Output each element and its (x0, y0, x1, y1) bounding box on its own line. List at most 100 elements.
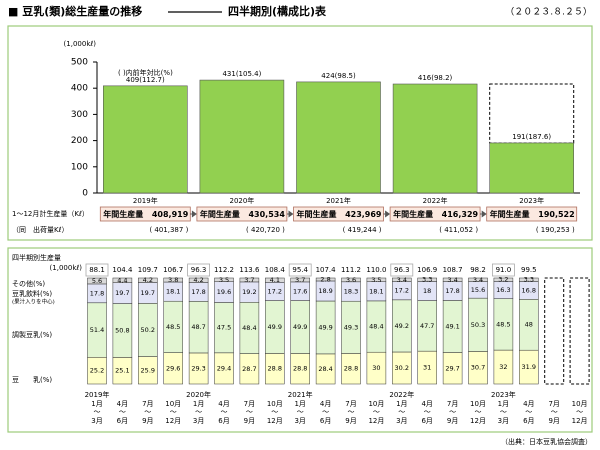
outline (489, 83, 575, 144)
year-label: 2021年 (288, 390, 313, 399)
segment (290, 277, 310, 283)
segment-label: 49.9 (318, 323, 332, 331)
segment (315, 277, 336, 282)
quarter-start: 1月 (193, 400, 204, 408)
annual-production: 423,969 (345, 210, 382, 219)
total-label: 91.0 (496, 266, 512, 274)
x-tick-label: 2022年 (423, 196, 448, 205)
segment-label: 32 (499, 363, 507, 371)
quarter-start: 1月 (396, 400, 407, 408)
x-tick-label: 2020年 (229, 196, 254, 205)
quarter-end: 12月 (368, 417, 384, 425)
quarter-end: 6月 (320, 417, 331, 425)
quarter-range: ～ (475, 408, 482, 416)
quarter-range: ～ (119, 408, 126, 416)
segment-label: 48 (525, 321, 533, 329)
shipment-label: （同 出荷量Kℓ） (12, 225, 68, 234)
quarter-end: 12月 (165, 417, 181, 425)
segment-label: 18 (423, 287, 431, 295)
segment-label: 48.5 (166, 323, 180, 331)
quarter-start: 10月 (572, 400, 588, 408)
page-title: ■ 豆乳(類)総生産量の推移 (8, 4, 142, 18)
quarter-start: 10月 (470, 400, 486, 408)
quarter-end: 12月 (572, 417, 588, 425)
total-label: 98.2 (470, 266, 486, 274)
segment-label: 3.5 (219, 276, 229, 284)
segment-label: 19.7 (141, 289, 155, 297)
quarter-range: ～ (94, 408, 101, 416)
annual-shipment: ( 420,720 ) (246, 226, 285, 234)
quarter-range: ～ (297, 408, 304, 416)
segment-label: 3.6 (346, 276, 356, 284)
bar-label: 424(98.5) (321, 72, 356, 80)
total-label: 106.7 (163, 266, 183, 274)
total-box (390, 263, 414, 277)
segment-label: 3.4 (473, 276, 483, 284)
segment-label: 25.1 (115, 367, 129, 375)
segment (138, 277, 158, 283)
x-tick-label: 2021年 (326, 196, 351, 205)
segment-label: 30.7 (471, 364, 485, 372)
quarter-range: ～ (221, 408, 228, 416)
bar-label: 416(98.2) (418, 74, 453, 82)
segment-label: 28.8 (268, 365, 282, 373)
quarter-end: 6月 (523, 417, 534, 425)
y-tick-label: 300 (71, 110, 88, 120)
segment-label: 17.2 (395, 287, 409, 295)
total-label: 106.9 (417, 266, 437, 274)
quarter-range: ～ (424, 408, 431, 416)
segment-label: 28.7 (242, 365, 256, 373)
segment-label: 29.3 (191, 364, 205, 372)
segment-label: 3.4 (447, 276, 457, 284)
annual-production: 416,329 (442, 210, 479, 219)
total-label: 108.7 (443, 266, 463, 274)
quarter-range: ～ (449, 408, 456, 416)
year-label: 2022年 (389, 390, 414, 399)
segment-label: 30.2 (395, 364, 409, 372)
segment-label: 19.2 (242, 288, 256, 296)
empty-column (544, 277, 565, 385)
segment-label: 51.4 (90, 326, 104, 334)
segment-label: 49.9 (293, 323, 307, 331)
quarter-end: 6月 (218, 417, 229, 425)
segment-label: 18.1 (166, 288, 180, 296)
segment-label: 47.7 (420, 322, 434, 330)
annual-box-label: 年間生産量 (490, 209, 530, 219)
segment-label: 30 (372, 364, 380, 372)
segment-label: 28.8 (344, 365, 358, 373)
quarter-start: 4月 (218, 400, 229, 408)
y-tick-label: 500 (71, 58, 88, 68)
quarter-end: 9月 (142, 417, 153, 425)
segment-label: 15.6 (471, 286, 485, 294)
quarter-start: 10月 (267, 400, 283, 408)
total-label: 95.4 (292, 266, 308, 274)
segment-label: 4.1 (270, 276, 280, 284)
segment (112, 277, 133, 283)
annual-box-label: 年間生産量 (297, 209, 337, 219)
quarter-start: 1月 (91, 400, 102, 408)
segment-label: 49.2 (395, 322, 409, 330)
total-label: 107.4 (316, 266, 337, 274)
annual-box-label: 年間生産量 (103, 209, 143, 219)
quarter-range: ～ (525, 408, 532, 416)
total-box (187, 263, 211, 277)
production-label: 1～12月計生産量（Kℓ） (12, 209, 89, 218)
quarter-end: 9月 (244, 417, 255, 425)
total-label: 109.7 (138, 266, 158, 274)
segment (442, 277, 463, 282)
quarter-start: 7月 (142, 400, 153, 408)
annual-box-label: 年間生産量 (200, 209, 240, 219)
y-unit: (1,000kℓ) (64, 40, 97, 48)
segment-label: 50.2 (141, 326, 155, 334)
segment-label: 3.2 (498, 276, 508, 284)
segment (493, 277, 514, 282)
segment-label: 3.5 (371, 276, 381, 284)
segment-label: 17.8 (191, 288, 205, 296)
total-label: 111.2 (341, 266, 361, 274)
total-label: 96.3 (394, 266, 410, 274)
segment-label: 4.2 (143, 276, 153, 284)
segment (188, 277, 209, 283)
y-tick-label: 0 (82, 189, 88, 199)
total-label: 113.6 (239, 266, 260, 274)
